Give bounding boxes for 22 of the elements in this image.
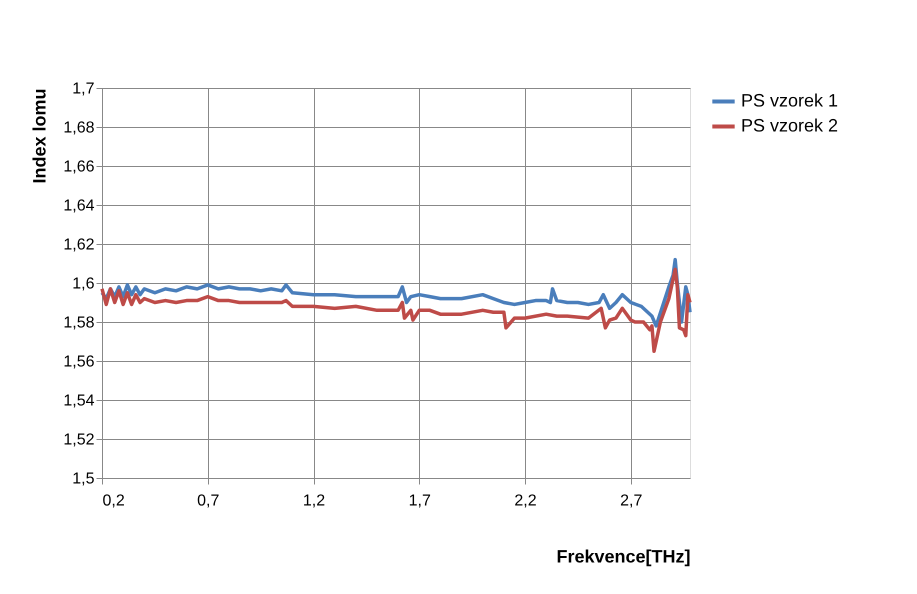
x-axis-title: Frekvence[THz] bbox=[556, 546, 690, 566]
y-tick-label: 1,5 bbox=[72, 470, 95, 488]
y-tick-label: 1,58 bbox=[63, 314, 95, 332]
x-tick-label: 1,2 bbox=[302, 492, 326, 510]
y-tick-label: 1,64 bbox=[63, 198, 95, 214]
y-tick-label: 1,68 bbox=[63, 120, 95, 136]
x-tick-label: 2,2 bbox=[514, 492, 537, 510]
y-tick-label: 1,62 bbox=[63, 236, 95, 254]
line-series bbox=[100, 268, 692, 353]
legend-label: PS vzorek 1 bbox=[741, 90, 838, 110]
y-tick-label: 1,52 bbox=[63, 432, 95, 448]
y-tick-label: 1,66 bbox=[63, 158, 95, 176]
x-tick-label: 2,7 bbox=[620, 492, 642, 510]
x-tick-label: 0,2 bbox=[102, 492, 125, 510]
y-tick-label: 1,56 bbox=[63, 354, 95, 370]
y-tick-label: 1,54 bbox=[63, 392, 95, 410]
y-tick-label: 1,7 bbox=[72, 80, 95, 98]
y-tick-label: 1,6 bbox=[72, 276, 95, 292]
x-tick-label: 1,7 bbox=[408, 492, 431, 510]
x-tick-label: 0,7 bbox=[197, 492, 220, 510]
legend-label: PS vzorek 2 bbox=[741, 116, 838, 136]
y-axis-title: Index lomu bbox=[29, 88, 50, 184]
